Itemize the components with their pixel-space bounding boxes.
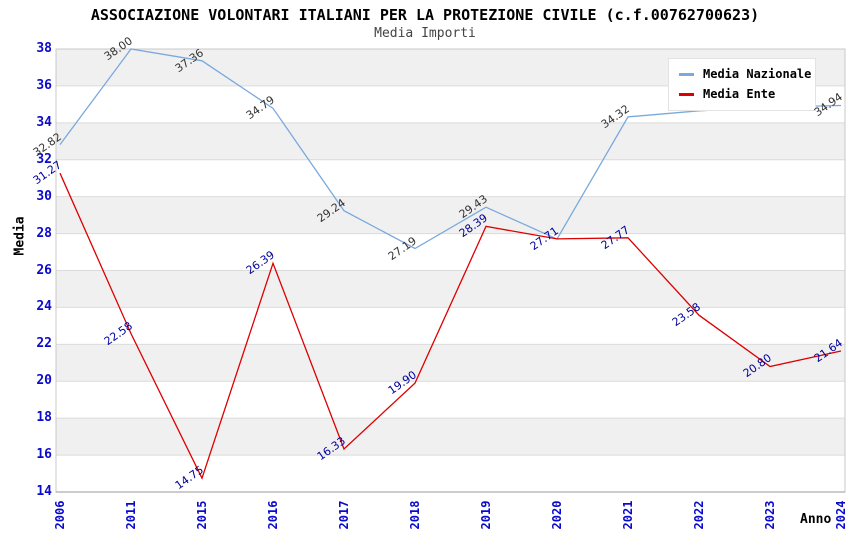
x-tick-label: 2020 <box>550 500 564 530</box>
x-tick-label: 2022 <box>692 500 706 530</box>
line-swatch-nazionale-icon <box>679 72 694 76</box>
x-tick-label: 2021 <box>621 500 635 530</box>
x-tick-label: 2019 <box>479 500 493 530</box>
x-tick-label: 2023 <box>763 500 777 530</box>
y-tick-label: 18 <box>36 410 52 426</box>
y-tick-label: 26 <box>36 262 52 278</box>
y-tick-label: 34 <box>36 114 52 130</box>
grid-band <box>56 270 845 308</box>
grid-band <box>56 122 845 160</box>
x-tick-label: 2011 <box>124 500 138 530</box>
x-tick-label: 2018 <box>408 500 422 530</box>
y-tick-label: 24 <box>36 299 52 315</box>
x-tick-label: 2017 <box>337 500 351 530</box>
y-tick-label: 20 <box>36 373 52 389</box>
legend: Media Nazionale Media Ente <box>668 58 816 111</box>
legend-label-media-nazionale: Media Nazionale <box>703 67 812 81</box>
y-tick-label: 22 <box>36 336 52 352</box>
y-tick-label: 32 <box>36 151 52 167</box>
x-tick-label: 2015 <box>195 500 209 530</box>
chart-subtitle: Media Importi <box>374 26 476 41</box>
y-tick-label: 28 <box>36 225 52 241</box>
series-line-ente <box>59 172 842 480</box>
x-tick-label: 2006 <box>53 500 67 530</box>
chart-title: ASSOCIAZIONE VOLONTARI ITALIANI PER LA P… <box>90 6 760 24</box>
x-tick-label: 2024 <box>834 500 848 530</box>
legend-item-media-ente: Media Ente <box>669 84 815 104</box>
x-tick-label: 2016 <box>266 500 280 530</box>
y-tick-label: 36 <box>36 77 52 93</box>
grid-band <box>56 418 845 456</box>
y-axis-title: Media <box>12 216 28 256</box>
y-tick-label: 16 <box>36 447 52 463</box>
y-tick-label: 30 <box>36 188 52 204</box>
x-axis-title: Anno <box>800 512 832 527</box>
y-tick-label: 38 <box>36 41 52 56</box>
legend-item-media-nazionale: Media Nazionale <box>669 64 815 84</box>
legend-label-media-ente: Media Ente <box>703 87 776 101</box>
grid-band <box>56 344 845 382</box>
line-swatch-ente-icon <box>679 92 694 96</box>
y-tick-label: 14 <box>36 484 52 499</box>
